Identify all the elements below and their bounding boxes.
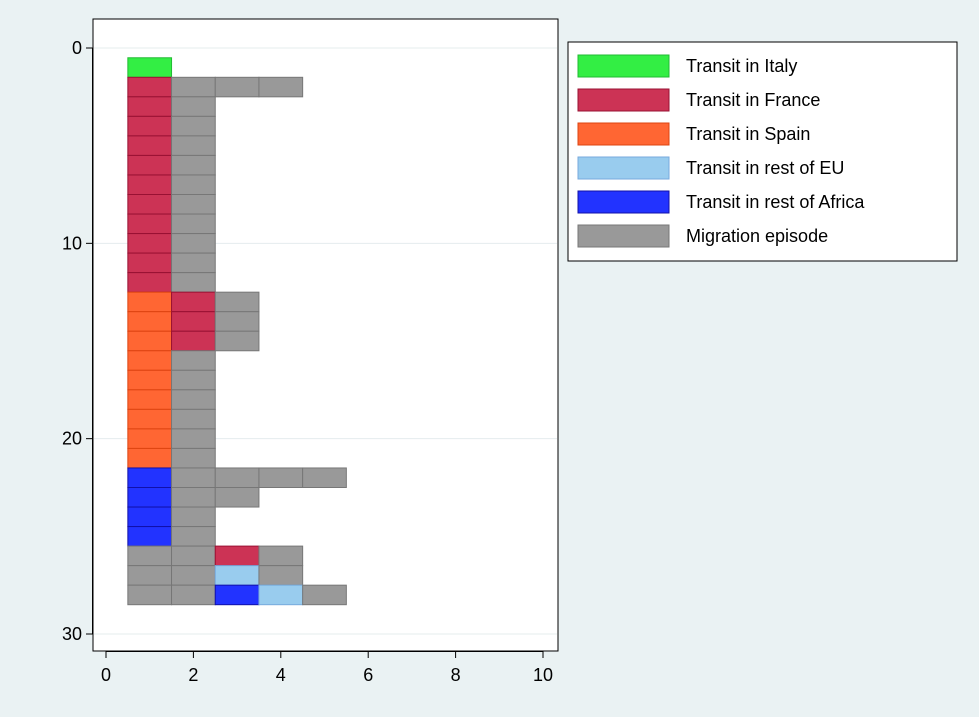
x-tick-label-0: 0 — [101, 665, 111, 685]
x-tick-label-2: 2 — [188, 665, 198, 685]
bar-segment-row-22-col-4 — [258, 467, 304, 489]
bar-segment-row-16-col-1 — [127, 350, 173, 371]
bar-segment-row-28-col-5 — [302, 584, 347, 606]
bar-segment-row-9-col-2 — [171, 213, 216, 235]
bar-segment-row-13-col-1 — [127, 291, 173, 313]
bar-segment-row-28-col-3 — [214, 584, 260, 606]
bar-segment-row-19-col-1 — [127, 408, 173, 430]
bar-segment-row-2-col-1 — [127, 76, 173, 98]
bar-segment-row-15-col-1 — [127, 330, 173, 352]
legend-swatch-5 — [577, 190, 670, 214]
bar-segment-row-26-col-3 — [214, 545, 260, 567]
bar-segment-row-28-col-4 — [258, 584, 304, 606]
bar-segment-row-1-col-1 — [127, 57, 173, 78]
bar-segment-row-18-col-2 — [171, 389, 216, 410]
bar-segment-row-22-col-5 — [302, 467, 347, 489]
bar-segment-row-23-col-2 — [171, 487, 216, 508]
x-tick-label-4: 4 — [276, 665, 286, 685]
bar-segment-row-27-col-4 — [258, 565, 304, 586]
bar-segment-row-13-col-3 — [214, 291, 260, 313]
bar-segment-row-2-col-2 — [171, 76, 216, 98]
bar-segment-row-12-col-2 — [171, 272, 216, 293]
bar-segment-row-13-col-2 — [171, 291, 216, 313]
bar-segment-row-22-col-3 — [214, 467, 260, 489]
bar-segment-row-2-col-3 — [214, 76, 260, 98]
bar-segment-row-4-col-1 — [127, 115, 173, 137]
bar-segment-row-22-col-1 — [127, 467, 173, 489]
bar-segment-row-7-col-2 — [171, 174, 216, 195]
legend-label-4: Transit in rest of EU — [686, 158, 844, 178]
bar-segment-row-7-col-1 — [127, 174, 173, 195]
bar-segment-row-14-col-2 — [171, 311, 216, 332]
y-tick-label-0: 0 — [72, 38, 82, 58]
bar-segment-row-2-col-4 — [258, 76, 304, 98]
bar-segment-row-10-col-2 — [171, 233, 216, 254]
bar-segment-row-5-col-2 — [171, 135, 216, 156]
y-tick-label-10: 10 — [62, 233, 82, 253]
y-tick-label-20: 20 — [62, 429, 82, 449]
legend-label-1: Transit in Italy — [686, 56, 797, 76]
bar-segment-row-20-col-1 — [127, 428, 173, 449]
x-tick-label-10: 10 — [533, 665, 553, 685]
bar-segment-row-8-col-2 — [171, 194, 216, 215]
bar-segment-row-11-col-1 — [127, 252, 173, 274]
bar-segment-row-24-col-1 — [127, 506, 173, 528]
bar-segment-row-11-col-2 — [171, 252, 216, 274]
y-tick-label-30: 30 — [62, 624, 82, 644]
bar-segment-row-3-col-2 — [171, 96, 216, 117]
bar-segment-row-16-col-2 — [171, 350, 216, 371]
legend-swatch-1 — [577, 54, 670, 78]
bar-segment-row-3-col-1 — [127, 96, 173, 117]
bar-segment-row-15-col-2 — [171, 330, 216, 352]
bar-segment-row-25-col-1 — [127, 526, 173, 547]
legend-swatch-3 — [577, 122, 670, 146]
bar-segment-row-27-col-2 — [171, 565, 216, 586]
bar-segment-row-26-col-2 — [171, 545, 216, 567]
legend-swatch-2 — [577, 88, 670, 112]
legend-label-5: Transit in rest of Africa — [686, 192, 865, 212]
bar-segment-row-27-col-1 — [127, 565, 173, 586]
bar-segment-row-28-col-1 — [127, 584, 173, 606]
bar-segment-row-14-col-3 — [214, 311, 260, 332]
legend-swatch-6 — [577, 224, 670, 248]
legend-label-2: Transit in France — [686, 90, 820, 110]
bar-segment-row-14-col-1 — [127, 311, 173, 332]
bar-segment-row-22-col-2 — [171, 467, 216, 489]
x-tick-label-8: 8 — [451, 665, 461, 685]
bar-segment-row-4-col-2 — [171, 115, 216, 137]
bar-segment-row-18-col-1 — [127, 389, 173, 410]
bar-segment-row-6-col-2 — [171, 154, 216, 176]
bar-segment-row-26-col-4 — [258, 545, 304, 567]
bar-segment-row-15-col-3 — [214, 330, 260, 352]
bar-segment-row-20-col-2 — [171, 428, 216, 449]
bar-segment-row-21-col-2 — [171, 447, 216, 469]
bar-segment-row-8-col-1 — [127, 194, 173, 215]
bar-segment-row-23-col-3 — [214, 487, 260, 508]
legend: Transit in Italy Transit in France Transit… — [567, 41, 958, 262]
bar-segment-row-26-col-1 — [127, 545, 173, 567]
bar-segment-row-24-col-2 — [171, 506, 216, 528]
bar-segment-row-17-col-2 — [171, 369, 216, 391]
bar-segment-row-6-col-1 — [127, 154, 173, 176]
legend-swatch-4 — [577, 156, 670, 180]
axes-layer: 0 10 20 30 0 2 4 6 8 10 — [62, 38, 553, 685]
bar-segment-row-5-col-1 — [127, 135, 173, 156]
bar-segment-row-25-col-2 — [171, 526, 216, 547]
bar-segment-row-17-col-1 — [127, 369, 173, 391]
bar-segment-row-28-col-2 — [171, 584, 216, 606]
x-tick-label-6: 6 — [363, 665, 373, 685]
bar-segment-row-12-col-1 — [127, 272, 173, 293]
legend-label-6: Migration episode — [686, 226, 828, 246]
bar-segment-row-23-col-1 — [127, 487, 173, 508]
bar-segment-row-19-col-2 — [171, 408, 216, 430]
bar-segment-row-21-col-1 — [127, 447, 173, 469]
legend-label-3: Transit in Spain — [686, 124, 810, 144]
bar-segment-row-9-col-1 — [127, 213, 173, 235]
bar-segment-row-10-col-1 — [127, 233, 173, 254]
bars-layer — [127, 57, 347, 606]
bar-segment-row-27-col-3 — [214, 565, 260, 586]
